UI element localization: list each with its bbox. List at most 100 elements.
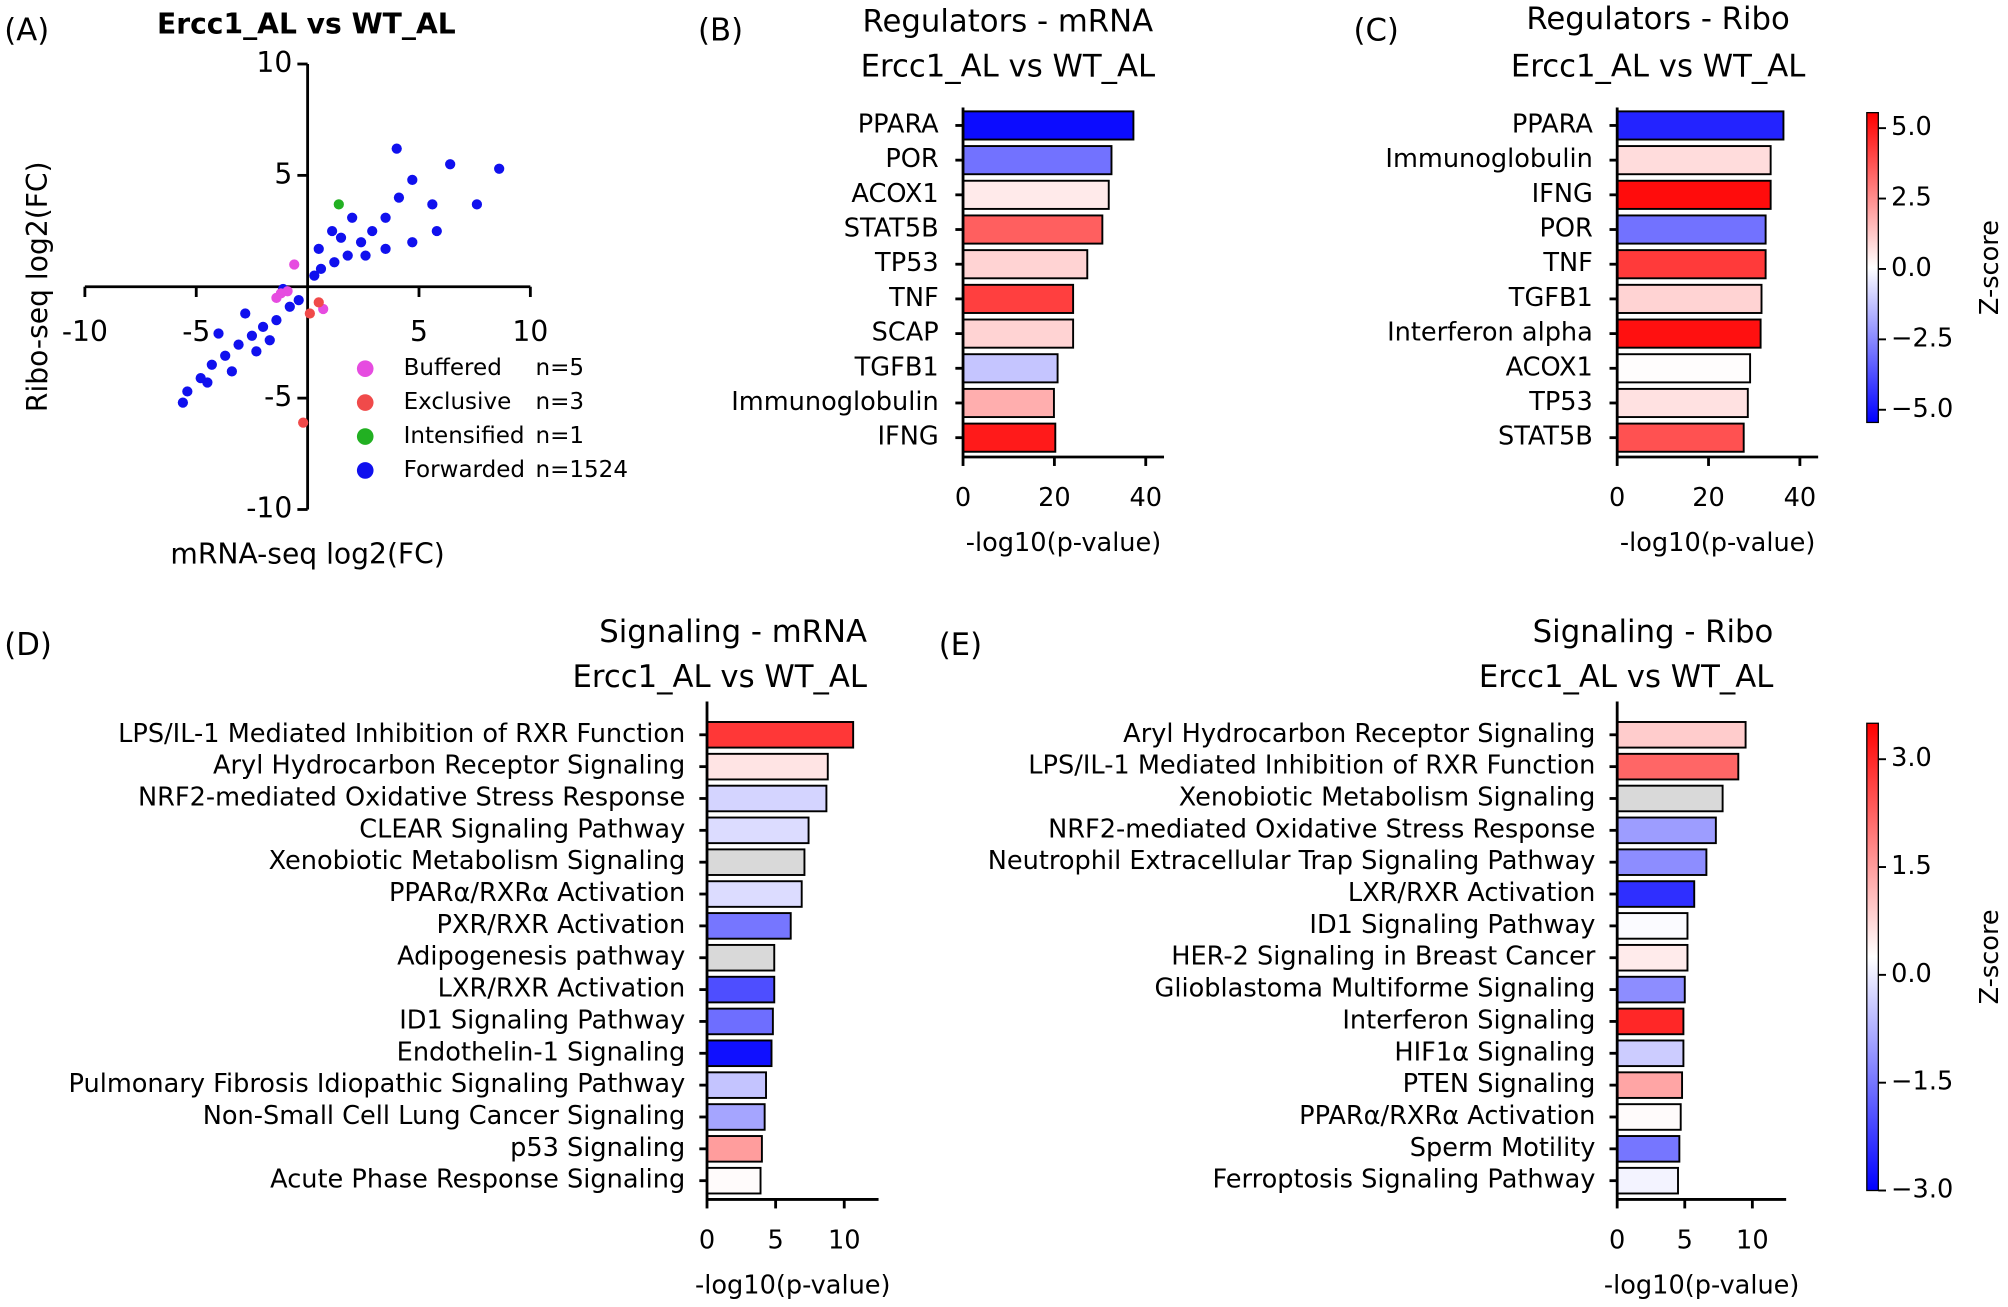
bar (706, 943, 776, 972)
legend-marker (356, 394, 374, 411)
point (313, 297, 324, 308)
point (282, 286, 293, 297)
point (177, 397, 189, 408)
bar (962, 283, 1075, 314)
bar (1616, 752, 1740, 781)
y-tick-label: Interferon alpha (1387, 318, 1593, 348)
bar (706, 1103, 766, 1131)
bar (1616, 816, 1717, 845)
y-tick-label: SCAP (872, 318, 939, 348)
point (380, 212, 391, 223)
colorbar-tick-label: 0.0 (1891, 959, 1932, 989)
y-tick-label: ACOX1 (1506, 352, 1593, 382)
y-tick-label: TP53 (1528, 387, 1593, 417)
point (206, 359, 217, 370)
y-tick-label: Immunoglobulin (731, 387, 938, 417)
y-tick-label: Ferroptosis Signaling Pathway (1212, 1165, 1595, 1195)
legend-label: Buffered (404, 355, 502, 381)
bar (1616, 1007, 1685, 1036)
y-tick-label: ID1 Signaling Pathway (1309, 910, 1595, 940)
bar (1616, 912, 1689, 940)
x-axis-label: -log10(p-value) (1620, 528, 1816, 558)
colorbar (1866, 112, 1879, 424)
point (271, 315, 282, 326)
point (393, 192, 405, 203)
y-tick-label: Endothelin-1 Signaling (397, 1037, 686, 1067)
bar (706, 1039, 773, 1068)
y-tick-label: POR (1539, 214, 1593, 244)
bar (962, 422, 1057, 453)
bar (706, 721, 855, 749)
y-tick-label: LPS/IL-1 Mediated Inhibition of RXR Func… (118, 719, 685, 749)
y-tick-label: Immunoglobulin (1385, 144, 1592, 174)
bar (706, 912, 792, 940)
point (293, 294, 304, 306)
point (391, 143, 402, 154)
chart-subtitle: Ercc1_AL vs WT_AL (861, 48, 1156, 84)
bar (706, 816, 810, 845)
point (264, 335, 275, 346)
y-tick-label: Pulmonary Fibrosis Idiopathic Signaling … (69, 1069, 686, 1099)
bar (1616, 318, 1762, 349)
y-axis-label: Ribo-seq log2(FC) (21, 161, 54, 412)
point (257, 321, 269, 332)
bar (706, 975, 776, 1004)
y-tick-label: 5 (274, 157, 292, 190)
bar (1616, 880, 1696, 908)
point (471, 199, 483, 210)
bar (1616, 784, 1724, 813)
colorbar-tick-label: 5.0 (1891, 112, 1932, 142)
point (329, 257, 340, 268)
y-tick-label: IFNG (1532, 179, 1593, 209)
bar (962, 387, 1055, 419)
legend-marker (356, 360, 374, 377)
y-tick-label: PPARA (1512, 109, 1593, 139)
x-axis-label: -log10(p-value) (1604, 1271, 1800, 1301)
x-tick-label: 10 (828, 1226, 861, 1256)
y-tick-label: NRF2-mediated Oxidative Stress Response (138, 782, 685, 812)
y-tick-label: LXR/RXR Activation (438, 974, 686, 1004)
colorbar-label: Z-score (1975, 909, 2005, 1004)
y-tick-label: LXR/RXR Activation (1348, 878, 1596, 908)
point (226, 366, 238, 377)
y-tick-label: ACOX1 (851, 179, 938, 209)
bar (962, 179, 1110, 210)
point (333, 199, 344, 210)
colorbar-tick-label: −5.0 (1891, 394, 1953, 424)
bar (1616, 110, 1785, 141)
x-tick-label: 0 (955, 483, 971, 513)
bar (962, 110, 1135, 141)
panel-label: (D) (4, 627, 52, 663)
point (445, 159, 456, 170)
bar (706, 848, 806, 876)
chart-title: Regulators - Ribo (1526, 1, 1789, 37)
colorbar-tick-label: −2.5 (1891, 323, 1953, 353)
y-tick-label: Interferon Signaling (1342, 1005, 1595, 1035)
point (289, 259, 300, 270)
y-tick-label: TNF (888, 283, 939, 313)
chart-subtitle: Ercc1_AL vs WT_AL (1511, 48, 1806, 84)
chart-subtitle: Ercc1_AL vs WT_AL (573, 659, 868, 695)
legend-note: n=3 (535, 389, 584, 415)
panel-label: (E) (939, 627, 982, 663)
bar (1616, 943, 1689, 972)
y-tick-label: Xenobiotic Metabolism Signaling (269, 846, 686, 876)
bar (962, 353, 1059, 384)
x-tick-label: 20 (1038, 483, 1071, 513)
bar (1616, 387, 1749, 419)
colorbar-tick-label: 1.5 (1891, 851, 1932, 881)
y-tick-label: ID1 Signaling Pathway (399, 1005, 685, 1035)
y-tick-label: Aryl Hydrocarbon Receptor Signaling (1123, 719, 1595, 749)
y-tick-label: PXR/RXR Activation (437, 910, 686, 940)
colorbar (1866, 722, 1879, 1192)
y-tick-label: NRF2-mediated Oxidative Stress Response (1048, 814, 1595, 844)
bar (1616, 249, 1767, 280)
chart-title: Signaling - mRNA (599, 614, 867, 650)
y-tick-label: HER-2 Signaling in Breast Cancer (1171, 942, 1596, 972)
colorbar-tick-label: 2.5 (1891, 183, 1932, 213)
y-tick-label: PPARα/RXRα Activation (389, 878, 685, 908)
bar (1616, 975, 1686, 1004)
bar (1616, 721, 1747, 749)
point (271, 292, 282, 304)
